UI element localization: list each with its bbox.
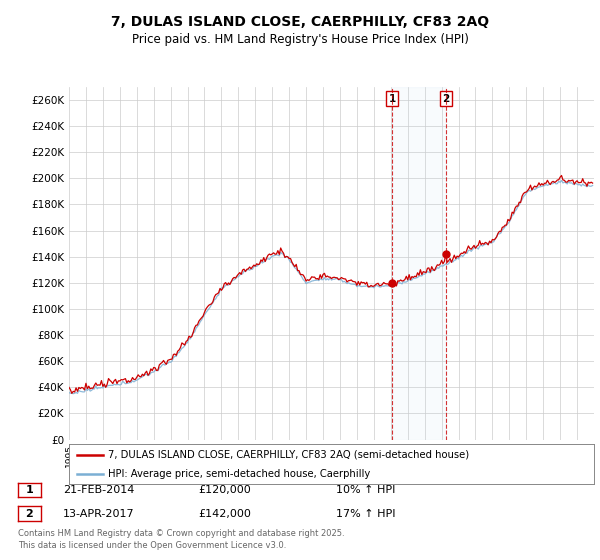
Text: £120,000: £120,000 xyxy=(198,485,251,495)
Text: 2: 2 xyxy=(26,508,33,519)
Text: HPI: Average price, semi-detached house, Caerphilly: HPI: Average price, semi-detached house,… xyxy=(109,469,371,478)
Text: Contains HM Land Registry data © Crown copyright and database right 2025.
This d: Contains HM Land Registry data © Crown c… xyxy=(18,529,344,550)
Bar xyxy=(392,87,446,440)
Text: £142,000: £142,000 xyxy=(198,508,251,519)
Text: 13-APR-2017: 13-APR-2017 xyxy=(63,508,134,519)
Text: 1: 1 xyxy=(389,94,396,104)
Text: 7, DULAS ISLAND CLOSE, CAERPHILLY, CF83 2AQ (semi-detached house): 7, DULAS ISLAND CLOSE, CAERPHILLY, CF83 … xyxy=(109,450,470,460)
Text: Price paid vs. HM Land Registry's House Price Index (HPI): Price paid vs. HM Land Registry's House … xyxy=(131,32,469,46)
Text: 21-FEB-2014: 21-FEB-2014 xyxy=(63,485,134,495)
Text: 2: 2 xyxy=(442,94,449,104)
Text: 10% ↑ HPI: 10% ↑ HPI xyxy=(336,485,395,495)
Text: 1: 1 xyxy=(26,485,33,495)
Text: 17% ↑ HPI: 17% ↑ HPI xyxy=(336,508,395,519)
Text: 7, DULAS ISLAND CLOSE, CAERPHILLY, CF83 2AQ: 7, DULAS ISLAND CLOSE, CAERPHILLY, CF83 … xyxy=(111,15,489,29)
